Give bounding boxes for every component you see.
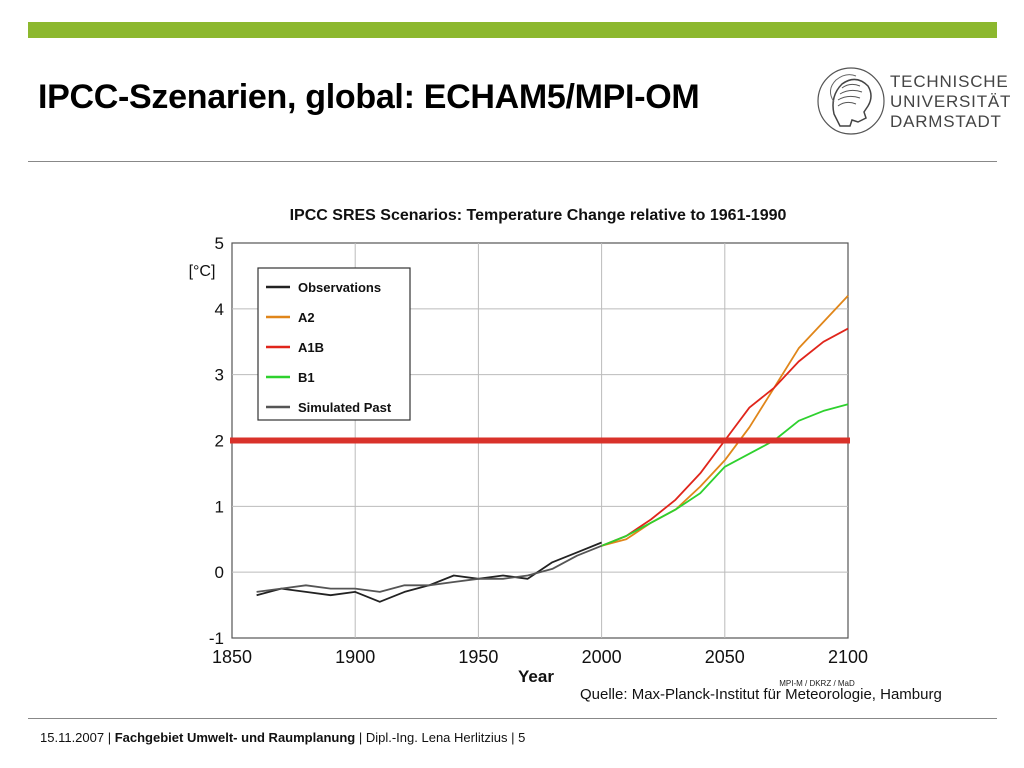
legend-box — [257, 267, 411, 421]
legend-label-a2: A2 — [298, 310, 315, 325]
accent-bar — [28, 22, 997, 38]
x-tick-label-1850: 1850 — [212, 647, 252, 667]
y-axis-label: [°C] — [189, 263, 216, 280]
chart-credit: MPI-M / DKRZ / MaD — [779, 679, 855, 688]
legend-label-simulated-past: Simulated Past — [298, 400, 392, 415]
header-divider — [28, 161, 997, 162]
x-tick-label-1900: 1900 — [335, 647, 375, 667]
temperature-chart: IPCC SRES Scenarios: Temperature Change … — [189, 207, 868, 688]
footer-divider — [28, 718, 997, 719]
university-logo: TECHNISCHE UNIVERSITÄT DARMSTADT — [804, 56, 1010, 146]
footer-date: 15.11.2007 | — [40, 730, 112, 745]
series-line-simulated-past — [256, 544, 602, 593]
x-tick-label-2100: 2100 — [828, 647, 868, 667]
legend-label-a1b: A1B — [298, 340, 324, 355]
y-tick-label-0: 0 — [215, 563, 224, 582]
legend-label-b1: B1 — [298, 370, 315, 385]
logo-text: TECHNISCHE UNIVERSITÄT DARMSTADT — [890, 72, 1011, 132]
y-tick-label--1: -1 — [209, 629, 224, 648]
logo-line-2: UNIVERSITÄT — [890, 92, 1012, 111]
footer-author: | Dipl.-Ing. Lena Herlitzius — [358, 730, 508, 745]
footer-department: Fachgebiet Umwelt- und Raumplanung — [114, 730, 356, 745]
x-axis-label: Year — [518, 667, 554, 686]
source-citation: Quelle: Max-Planck-Institut für Meteorol… — [580, 686, 942, 703]
series-line-b1 — [601, 403, 849, 547]
chart-title: IPCC SRES Scenarios: Temperature Change … — [290, 207, 787, 224]
y-tick-label-3: 3 — [215, 366, 224, 385]
logo-line-3: DARMSTADT — [890, 112, 1002, 131]
y-tick-label-2: 2 — [215, 432, 224, 451]
y-tick-label-4: 4 — [215, 300, 224, 319]
legend-label-observations: Observations — [298, 280, 381, 295]
x-tick-label-2000: 2000 — [582, 647, 622, 667]
series-line-a2 — [601, 295, 849, 547]
y-tick-label-1: 1 — [215, 497, 224, 516]
logo-line-1: TECHNISCHE — [890, 72, 1009, 91]
y-tick-label-5: 5 — [215, 234, 224, 253]
x-tick-label-1950: 1950 — [458, 647, 498, 667]
footer-page: | 5 — [511, 730, 526, 745]
x-tick-label-2050: 2050 — [705, 647, 745, 667]
athena-head-icon — [817, 67, 885, 135]
slide-title: IPCC-Szenarien, global: ECHAM5/MPI-OM — [38, 78, 700, 116]
footer: 15.11.2007 | Fachgebiet Umwelt- und Raum… — [40, 730, 525, 745]
